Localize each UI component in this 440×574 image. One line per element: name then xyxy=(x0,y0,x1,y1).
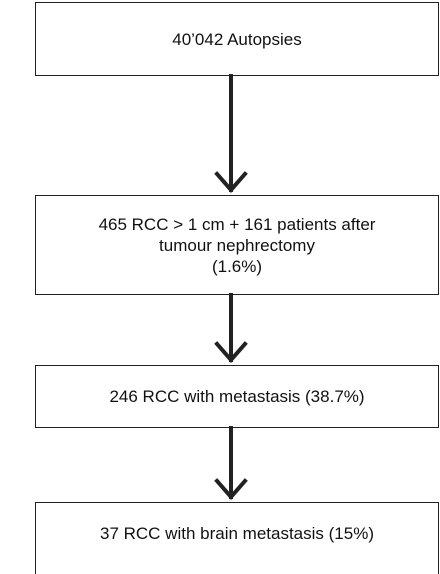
flow-box-rcc-cases-line2: tumour nephrectomy xyxy=(159,235,315,255)
flow-box-rcc-cases-line3: (1.6%) xyxy=(211,256,263,276)
flow-box-rcc-cases: 465 RCC > 1 cm + 161 patients after tumo… xyxy=(35,195,439,295)
flow-box-metastasis-label: 246 RCC with metastasis (38.7%) xyxy=(109,387,365,406)
flow-box-brain-metastasis-label: 37 RCC with brain metastasis (15%) xyxy=(100,524,374,543)
flow-arrows xyxy=(214,74,248,501)
flow-box-rcc-cases-line1: 465 RCC > 1 cm + 161 patients after xyxy=(98,214,376,234)
flow-box-autopsies-label: 40’042 Autopsies xyxy=(172,29,302,49)
flow-box-metastasis: 246 RCC with metastasis (38.7%) xyxy=(35,365,439,428)
flow-box-autopsies: 40’042 Autopsies xyxy=(35,2,439,76)
arrow-3 xyxy=(214,426,248,501)
arrow-1 xyxy=(214,74,248,194)
arrow-2 xyxy=(214,293,248,364)
